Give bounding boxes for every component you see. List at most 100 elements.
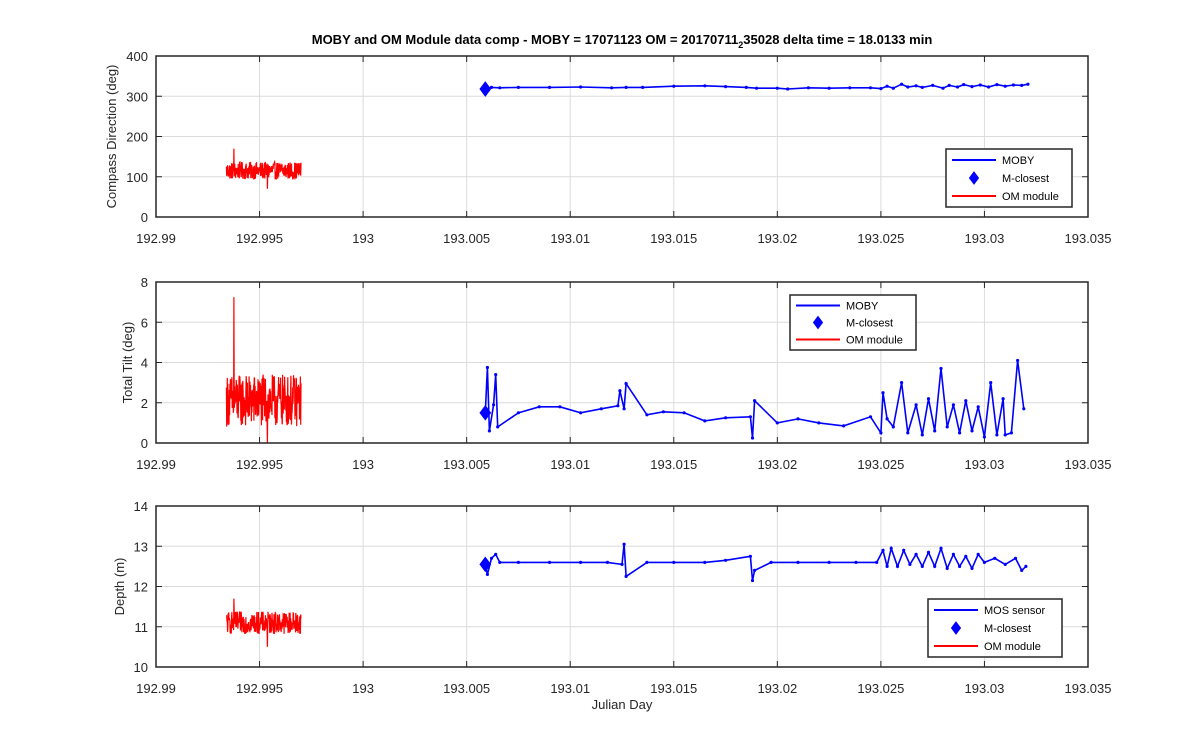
legend-entry-label: MOS sensor — [984, 605, 1045, 617]
chart-title: MOBY and OM Module data comp - MOBY = 17… — [312, 32, 933, 50]
moby-data-point — [964, 399, 968, 403]
moby-data-point — [1011, 83, 1016, 87]
legend-entry-label: OM module — [846, 335, 903, 347]
moby-data-point — [806, 86, 811, 90]
moby-data-point — [489, 556, 494, 560]
legend-entry-label: M-closest — [984, 623, 1031, 635]
moby-data-point — [970, 85, 974, 89]
moby-data-point — [895, 564, 900, 569]
legend: MOS sensor M-closest OM module — [927, 598, 1063, 658]
moby-data-point — [987, 85, 991, 89]
moby-data-point — [879, 431, 883, 435]
moby-series-line — [485, 83, 1029, 90]
moby-data-point — [775, 86, 779, 90]
moby-data-point — [579, 411, 583, 415]
moby-data-point — [995, 83, 999, 87]
y-tick-label: 10 — [134, 660, 148, 675]
legend-diamond-swatch — [968, 171, 980, 185]
moby-data-point — [616, 404, 620, 408]
y-axis-label: Depth (m) — [112, 558, 127, 616]
moby-data-point — [1009, 431, 1014, 435]
moby-data-point — [885, 417, 889, 421]
moby-data-point — [958, 564, 962, 569]
moby-data-point — [951, 552, 956, 556]
moby-data-point — [750, 436, 755, 440]
x-tick-label: 192.99 — [136, 231, 176, 246]
moby-data-point — [498, 560, 502, 565]
x-tick-label: 193.035 — [1065, 231, 1112, 246]
moby-data-point — [989, 381, 993, 385]
moby-data-point — [931, 83, 935, 87]
data-layer — [225, 297, 1026, 443]
y-tick-label: 8 — [141, 275, 148, 290]
moby-data-point — [970, 566, 974, 571]
moby-data-point — [547, 85, 552, 89]
om-module-series — [225, 148, 302, 189]
legend-entry-label: OM module — [984, 641, 1041, 653]
moby-data-point — [854, 560, 858, 565]
moby-data-point — [579, 85, 583, 89]
moby-data-point — [748, 415, 753, 419]
moby-data-point — [516, 411, 521, 415]
moby-data-point — [755, 86, 759, 90]
legend-diamond-swatch — [812, 315, 824, 330]
moby-data-point — [498, 86, 502, 90]
legend-entry-label: MOBY — [1002, 155, 1035, 167]
x-tick-label: 193.02 — [757, 457, 797, 472]
moby-data-point — [620, 562, 624, 567]
x-tick-label: 193.01 — [550, 231, 590, 246]
x-tick-label: 193.03 — [965, 457, 1005, 472]
x-tick-label: 193.005 — [443, 681, 490, 696]
moby-data-point — [492, 403, 496, 407]
moby-data-point — [753, 568, 757, 573]
moby-data-point — [622, 542, 626, 546]
moby-data-point — [958, 431, 962, 435]
moby-data-point — [817, 421, 821, 425]
moby-data-point — [703, 84, 707, 88]
moby-data-point — [579, 560, 583, 565]
moby-data-point — [1016, 358, 1020, 363]
moby-data-point — [964, 554, 968, 558]
moby-data-point — [962, 83, 966, 87]
x-tick-label: 193.015 — [650, 681, 697, 696]
moby-data-point — [1020, 83, 1024, 87]
moby-data-point — [753, 399, 757, 403]
title-prefix: MOBY and OM Module data comp - MOBY = 17… — [312, 32, 739, 47]
y-tick-label: 13 — [134, 539, 148, 554]
moby-data-point — [645, 560, 649, 565]
x-tick-label: 192.99 — [136, 681, 176, 696]
x-tick-label: 192.995 — [236, 231, 283, 246]
depth-axes: 192.99 192.995 193 193.005 193.01 193.015 193.… — [112, 499, 1112, 696]
x-tick-label: 193 — [352, 231, 374, 246]
moby-data-point — [496, 425, 500, 429]
moby-data-point — [827, 86, 831, 90]
moby-data-point — [906, 431, 910, 435]
axes-frame — [155, 55, 1089, 218]
moby-data-point — [624, 382, 628, 386]
moby-data-point — [879, 87, 883, 91]
moby-data-point — [842, 424, 846, 428]
moby-data-point — [487, 429, 491, 433]
moby-data-point — [489, 85, 494, 89]
legend-diamond-swatch — [950, 621, 962, 635]
om-module-series — [225, 297, 302, 443]
moby-data-point — [744, 85, 748, 89]
moby-data-point — [933, 429, 937, 433]
moby-data-point — [641, 85, 645, 89]
x-tick-label: 193 — [352, 457, 374, 472]
x-tick-label: 193.01 — [550, 681, 590, 696]
moby-data-point — [1013, 556, 1018, 560]
moby-data-point — [724, 85, 728, 89]
moby-data-point — [947, 83, 951, 87]
x-tick-label: 193.02 — [757, 231, 797, 246]
moby-data-point — [885, 84, 889, 88]
moby-data-point — [672, 560, 676, 565]
moby-data-point — [775, 421, 779, 425]
x-tick-label: 193.015 — [650, 457, 697, 472]
moby-data-point — [976, 405, 980, 409]
moby-data-point — [618, 389, 622, 393]
x-tick-label: 193.025 — [857, 457, 904, 472]
y-axis-label: Total Tilt (deg) — [120, 322, 135, 404]
y-axis-label: Compass Direction (deg) — [104, 65, 119, 209]
